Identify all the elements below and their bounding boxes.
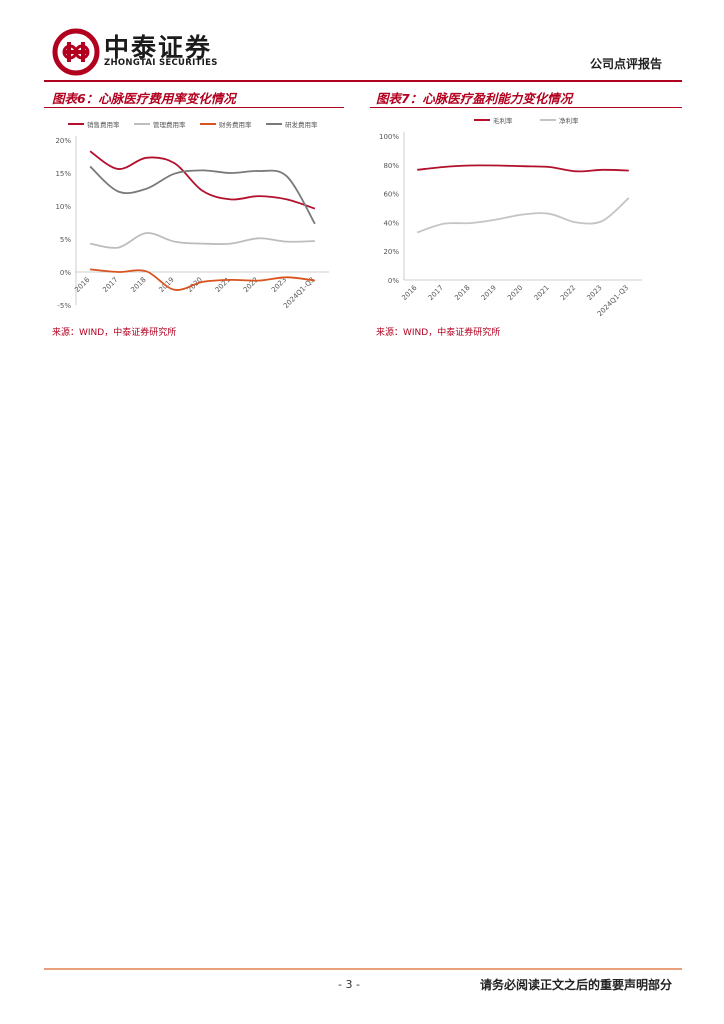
y-tick-label: 10% bbox=[55, 203, 71, 211]
zhongtai-logo-icon bbox=[52, 28, 100, 76]
page-header: 中泰证券 ZHONGTAI SECURITIES 公司点评报告 bbox=[0, 0, 724, 80]
legend-label: 毛利率 bbox=[493, 116, 513, 125]
x-tick-label: 2018 bbox=[129, 276, 147, 294]
x-tick-label: 2016 bbox=[400, 283, 419, 302]
expense-ratio-chart: -5%0%5%10%15%20%2016 2017 2018 2019 2020 2021… bbox=[55, 120, 329, 310]
brand-name-en: ZHONGTAI SECURITIES bbox=[104, 58, 218, 68]
figure-7-title: 图表7：心脉医疗盈利能力变化情况 bbox=[376, 91, 573, 106]
page-number: - 3 - bbox=[338, 978, 360, 991]
y-tick-label: 15% bbox=[55, 170, 71, 178]
y-tick-label: 0% bbox=[388, 277, 399, 285]
profitability-chart: 0% 20% 40% 60% 80% 100% 2016 2017 2018 2019 2020 20… bbox=[379, 116, 642, 318]
y-tick-label: 0% bbox=[60, 269, 71, 277]
y-tick-label: 5% bbox=[60, 236, 71, 244]
figure-6-title: 图表6：心脉医疗费用率变化情况 bbox=[52, 91, 236, 106]
x-tick-label: 2018 bbox=[453, 284, 471, 302]
legend-label: 财务费用率 bbox=[219, 120, 252, 129]
series-line-1 bbox=[89, 232, 315, 249]
y-tick-label: 20% bbox=[383, 248, 399, 256]
y-tick-label: 80% bbox=[383, 162, 399, 170]
y-tick-label: 60% bbox=[383, 191, 399, 199]
legend-label: 管理费用率 bbox=[153, 120, 186, 129]
y-tick-label: 40% bbox=[383, 219, 399, 227]
footer-disclaimer: 请务必阅读正文之后的重要声明部分 bbox=[479, 978, 672, 992]
footer-divider bbox=[44, 968, 682, 970]
figure-6-source: 来源：WIND，中泰证券研究所 bbox=[52, 328, 177, 338]
x-tick-label: 2020 bbox=[506, 284, 524, 302]
report-type: 公司点评报告 bbox=[589, 57, 662, 71]
brand-name-cn: 中泰证券 bbox=[104, 33, 213, 62]
legend-label: 净利率 bbox=[559, 116, 579, 125]
x-tick-label: 2022 bbox=[559, 284, 577, 302]
figure-6-rule bbox=[44, 107, 344, 108]
y-tick-label: 100% bbox=[379, 133, 399, 141]
series-line-2 bbox=[90, 268, 316, 291]
x-tick-label: 2017 bbox=[427, 284, 445, 302]
legend-label: 销售费用率 bbox=[87, 120, 120, 129]
series-line-1 bbox=[416, 197, 630, 234]
series-line-0 bbox=[89, 150, 316, 210]
legend-label: 研发费用率 bbox=[285, 120, 318, 129]
series-line-0 bbox=[417, 164, 629, 173]
x-tick-label: 2023 bbox=[585, 284, 603, 302]
x-tick-label: 2021 bbox=[533, 284, 551, 302]
figure-7-rule bbox=[370, 107, 682, 108]
figure-7-source: 来源：WIND，中泰证券研究所 bbox=[376, 328, 501, 338]
y-tick-label: 20% bbox=[55, 137, 71, 145]
header-divider bbox=[44, 80, 682, 82]
x-tick-label: 2021 bbox=[214, 276, 232, 294]
y-tick-label: -5% bbox=[57, 302, 71, 310]
series-line-3 bbox=[89, 165, 316, 225]
x-tick-label: 2022 bbox=[242, 276, 260, 294]
x-tick-label: 2017 bbox=[101, 276, 119, 294]
x-tick-label: 2019 bbox=[480, 284, 498, 302]
